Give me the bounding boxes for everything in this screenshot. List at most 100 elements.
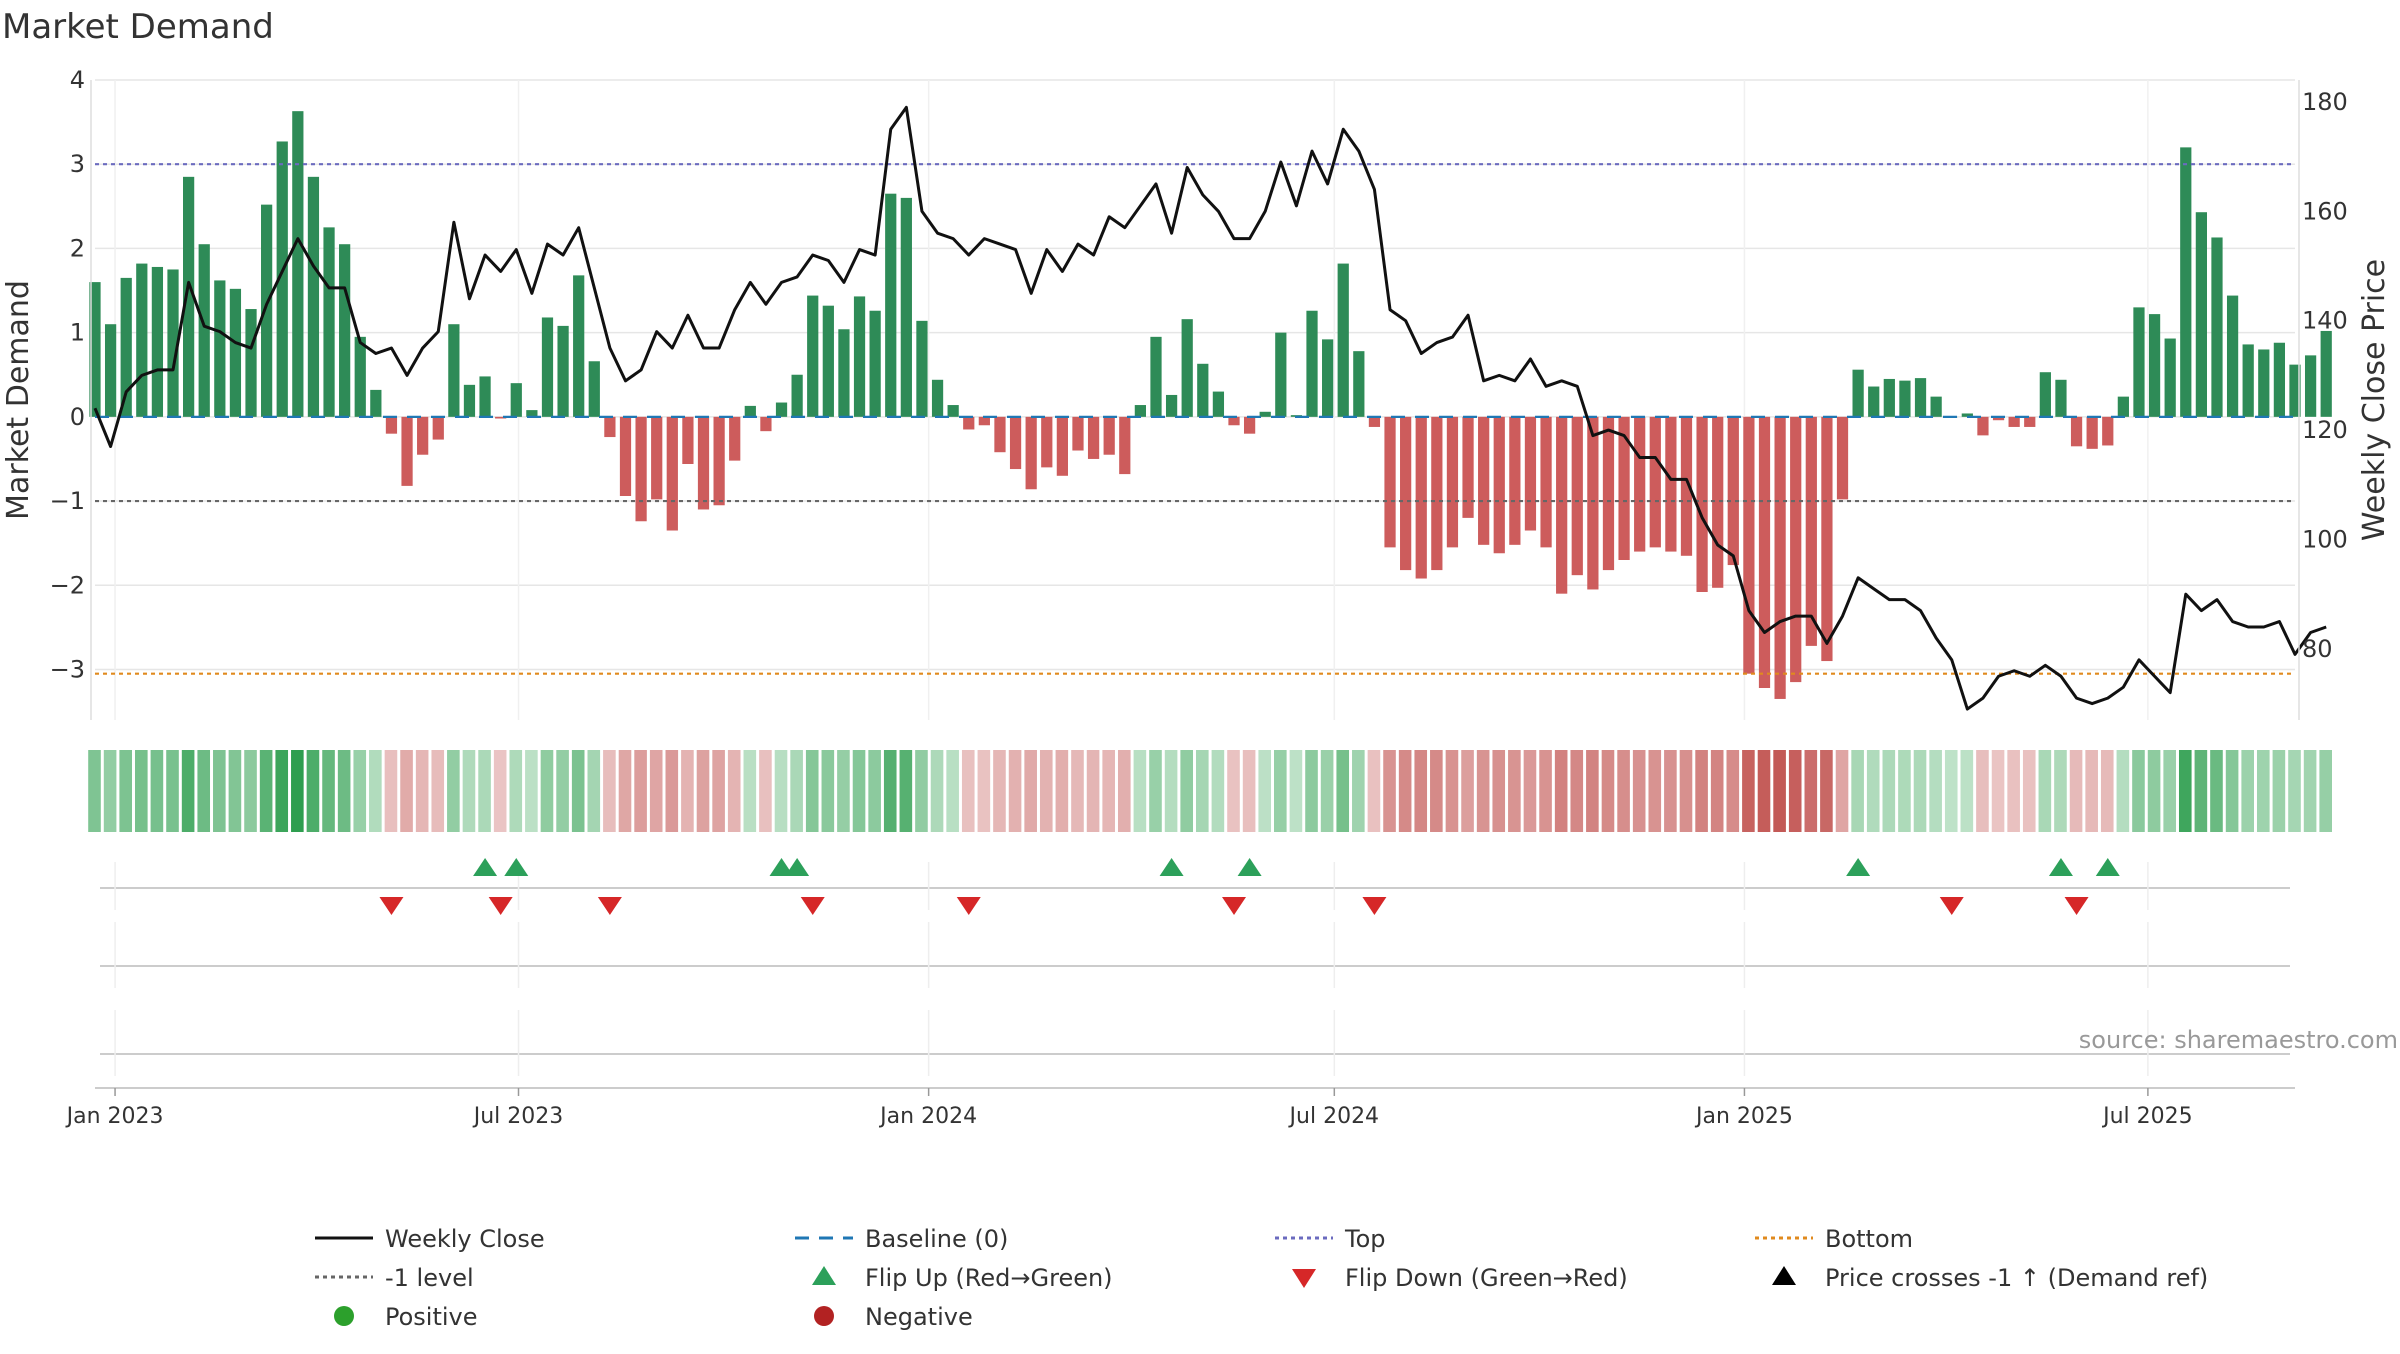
demand-bar [1634,416,1646,552]
demand-bar [1134,405,1146,417]
heat-cell [915,750,928,832]
legend-label: Price crosses -1 ↑ (Demand ref) [1825,1264,2208,1292]
y2-tick-label: 160 [2302,197,2348,225]
demand-bar [2148,314,2161,417]
heat-cell [1055,750,1069,832]
demand-bar [370,389,382,417]
demand-bar [1197,363,1209,417]
heat-cell [1617,750,1630,832]
heat-cell [2319,750,2332,832]
demand-bar [120,277,132,417]
flip-down-marker [800,897,825,915]
legend-swatch [812,1266,836,1285]
heat-cell [1117,750,1131,832]
heat-cell [1180,750,1193,832]
heat-cell [1726,750,1740,832]
demand-bar [136,263,148,417]
heat-cell [2256,750,2270,832]
legend-swatch [1292,1269,1316,1288]
demand-bar [557,325,569,417]
demand-bar [1618,416,1630,560]
heat-cell [2194,750,2208,832]
demand-bar [1852,369,1864,417]
demand-bar [1930,396,1942,417]
demand-bars [89,111,2332,699]
heat-cell [1289,750,1303,832]
demand-bar [1103,416,1115,455]
heat-cell [2241,750,2254,832]
demand-bar [1056,416,1068,476]
heat-cell [805,750,819,832]
legend-entry: Negative [814,1303,973,1331]
demand-bar [1009,416,1022,470]
heat-cell [2085,750,2098,832]
heat-cell [1445,750,1459,832]
heat-cell [1305,750,1318,832]
y-tick-label: 2 [70,234,85,262]
heat-cell [1913,750,1927,832]
heat-cell [1102,750,1115,832]
heat-cell [369,750,382,832]
heat-cell [1149,750,1162,832]
heat-cell [1820,750,1833,832]
heat-cell [1461,750,1474,832]
heat-cell [415,750,429,832]
demand-bar [1165,394,1178,417]
demand-bar [1400,416,1412,571]
y-tick-label: 4 [70,66,85,94]
demand-bar [573,275,585,417]
heat-cell [1664,750,1677,832]
demand-bar [2273,342,2286,417]
heat-cell [431,750,445,832]
y-axis-title: Market Demand [1,280,36,520]
chart-title: Market Demand [2,7,274,47]
legend-label: Negative [865,1303,973,1331]
legend-label: Top [1344,1225,1386,1253]
price-line-layer [93,105,2327,711]
heat-cell [1710,750,1724,832]
demand-bar [885,193,897,417]
heat-cell [1352,750,1365,832]
demand-bar [1431,416,1443,571]
grid-layer [95,79,2295,720]
heat-cell [228,750,242,832]
legend-entry: Top [1275,1225,1386,1253]
heat-cell [1383,750,1396,832]
demand-bar [261,204,273,417]
demand-bar [463,384,476,417]
heat-cell [275,750,289,832]
heat-cell [1086,750,1100,832]
heat-cell [1804,750,1818,832]
heat-cell [2116,750,2130,832]
demand-bar [198,244,210,417]
demand-bar [697,416,710,510]
demand-bar [1228,416,1240,426]
demand-bar [1821,416,1833,662]
heat-cell [899,750,913,832]
y2-tick-label: 180 [2302,88,2348,116]
legend-label: Flip Down (Green→Red) [1345,1264,1628,1292]
demand-bar [1883,378,1895,417]
demand-bar [1914,378,1927,417]
demand-bar [89,282,101,417]
legend-label: Flip Up (Red→Green) [865,1264,1113,1292]
reference-lines [95,163,2295,675]
demand-bar [1805,416,1817,646]
demand-bar [1665,416,1677,552]
heat-cell [883,750,897,832]
demand-bar [869,310,881,417]
heat-cell [759,750,772,832]
legend-entry: Bottom [1755,1225,1913,1253]
demand-bar [1992,416,2005,421]
date-tick-label: Jul 2024 [1288,1104,1380,1129]
legend-label: Positive [385,1303,478,1331]
heat-cell [821,750,835,832]
heat-cell [181,750,195,832]
demand-bar [729,416,741,461]
legend-entry: Positive [334,1303,478,1331]
legend: Weekly Close Baseline (0) Top Bottom -1 leve… [315,1225,2208,1331]
demand-bar [214,280,226,417]
legend-swatch [1772,1266,1796,1285]
